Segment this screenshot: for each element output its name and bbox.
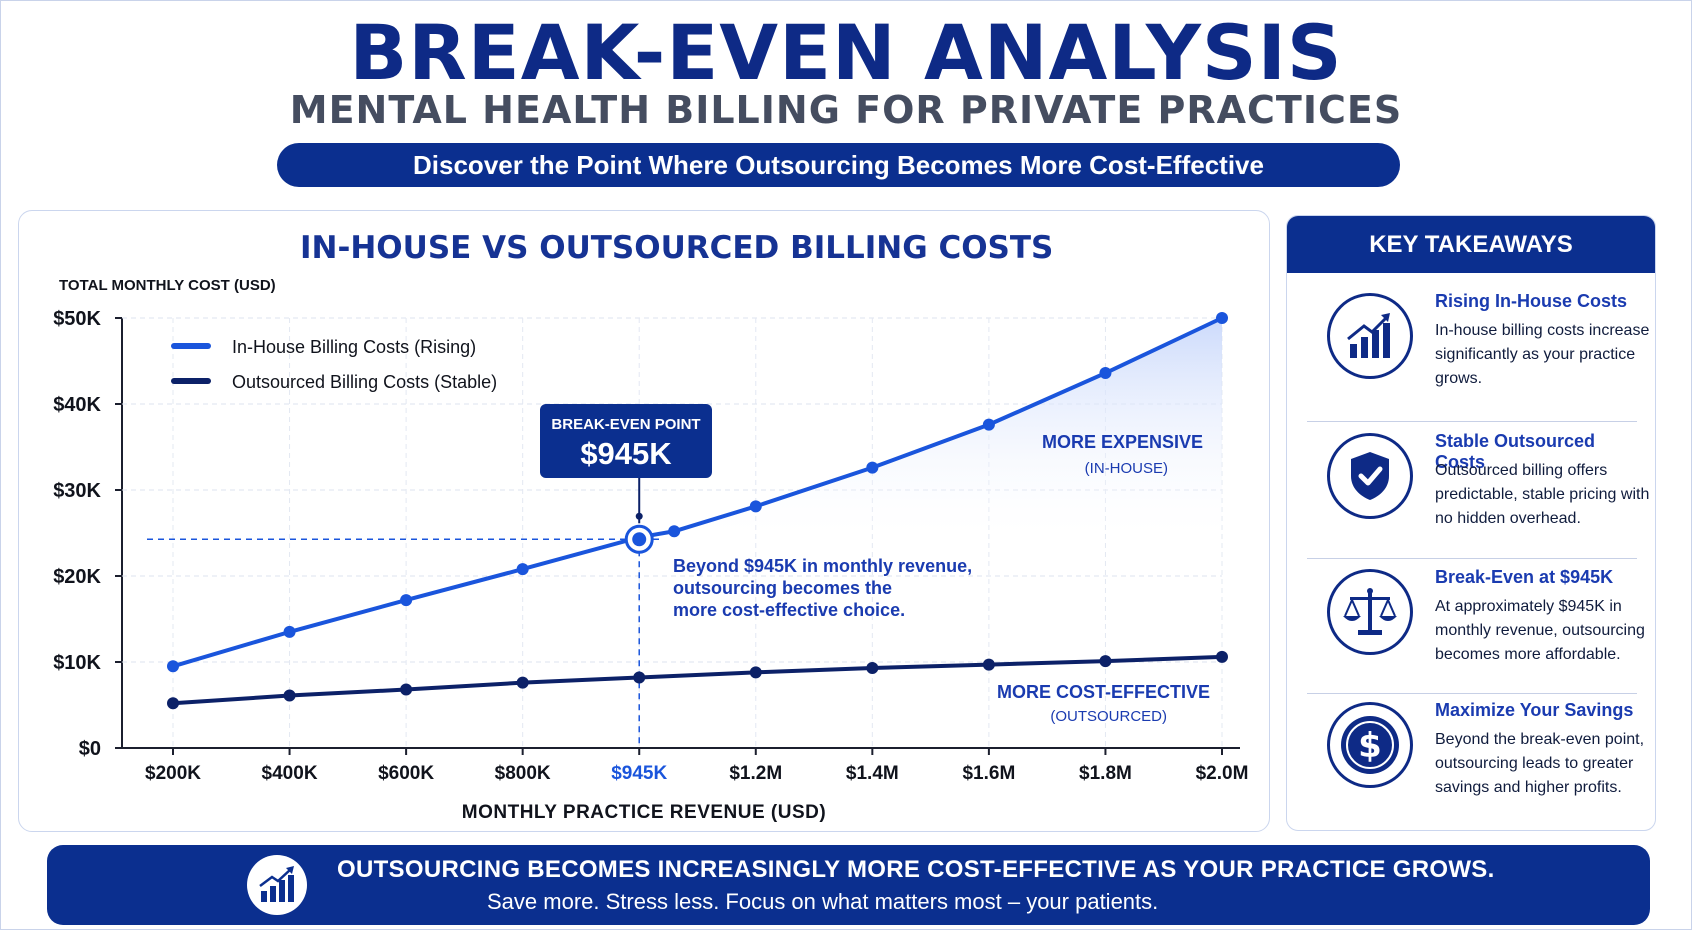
outsourced-point — [633, 671, 646, 684]
x-tick-label: $400K — [262, 763, 318, 784]
outsourced-point — [1099, 655, 1112, 668]
y-tick-label: $40K — [53, 394, 101, 416]
footer-headline: OUTSOURCING BECOMES INCREASINGLY MORE CO… — [337, 856, 1495, 883]
legend-label-outsourced: Outsourced Billing Costs (Stable) — [232, 372, 497, 392]
x-tick-label: $1.2M — [729, 763, 782, 784]
outsourced-point — [283, 689, 296, 702]
page-title: BREAK-EVEN ANALYSIS — [349, 8, 1343, 97]
in-house-point — [668, 525, 681, 538]
outsourced-point — [866, 662, 879, 675]
break-even-callout-box — [540, 404, 712, 478]
in-house-point — [866, 461, 879, 474]
x-tick-label: $1.4M — [846, 763, 899, 784]
outsourced-point — [400, 683, 413, 696]
page-subtitle: MENTAL HEALTH BILLING FOR PRIVATE PRACTI… — [289, 88, 1403, 132]
y-tick-label: $0 — [79, 738, 101, 760]
in-house-point — [749, 500, 762, 513]
in-house-point — [1216, 312, 1228, 324]
break-even-note: more cost-effective choice. — [673, 600, 905, 620]
more-expensive-label: MORE EXPENSIVE — [1042, 432, 1203, 452]
takeaway-body: Beyond the break-even point, outsourcing… — [1435, 731, 1645, 796]
y-tick-label: $50K — [53, 308, 101, 330]
outsourced-line — [172, 654, 1223, 706]
shield-check-icon — [1327, 433, 1413, 519]
takeaway-break-even: Break-Even at $945K At approximately $94… — [1307, 549, 1645, 687]
footer-banner: OUTSOURCING BECOMES INCREASINGLY MORE CO… — [47, 845, 1650, 925]
takeaway-body: In-house billing costs increase signific… — [1435, 322, 1650, 387]
divider — [1307, 693, 1637, 694]
break-even-note: Beyond $945K in monthly revenue, — [673, 556, 972, 576]
bar-chart-rising-icon — [1327, 293, 1413, 379]
divider — [1307, 558, 1637, 559]
legend-label-in-house: In-House Billing Costs (Rising) — [232, 337, 476, 357]
takeaway-body: At approximately $945K in monthly revenu… — [1435, 598, 1645, 663]
cost-effective-sublabel: (OUTSOURCED) — [1050, 708, 1167, 725]
x-tick-label-break-even: $945K — [611, 763, 667, 784]
y-tick-label: $30K — [53, 480, 101, 502]
in-house-point — [167, 660, 179, 673]
bar-chart-rising-icon — [247, 855, 307, 915]
x-tick-label: $1.8M — [1079, 763, 1132, 784]
tagline-banner: Discover the Point Where Outsourcing Bec… — [277, 143, 1400, 187]
in-house-point — [283, 625, 296, 638]
y-axis-title: TOTAL MONTHLY COST (USD) — [59, 277, 276, 294]
x-tick-label: $200K — [145, 763, 201, 784]
in-house-point — [982, 418, 995, 431]
dollar-coin-icon: $ — [1327, 702, 1413, 788]
chart-title: IN-HOUSE VS OUTSOURCED BILLING COSTS — [300, 230, 1054, 266]
break-even-callout-dot — [635, 512, 643, 520]
in-house-point — [1099, 367, 1112, 380]
break-even-marker-dot — [632, 532, 647, 547]
outsourced-point — [982, 658, 995, 671]
y-tick-label: $10K — [53, 652, 101, 674]
x-tick-label: $1.6M — [962, 763, 1015, 784]
svg-text:$: $ — [1358, 726, 1382, 766]
takeaway-body: Outsourced billing offers predictable, s… — [1435, 462, 1650, 527]
break-even-label: BREAK-EVEN POINT — [551, 416, 700, 433]
break-even-note: outsourcing becomes the — [673, 578, 892, 598]
savings-area — [639, 318, 1222, 538]
in-house-point — [400, 594, 413, 607]
divider — [1307, 421, 1637, 422]
outsourced-point — [167, 697, 179, 710]
takeaway-title: Rising In-House Costs — [1435, 291, 1628, 311]
y-tick-label: $20K — [53, 566, 101, 588]
cost-effective-label: MORE COST-EFFECTIVE — [997, 682, 1210, 702]
takeaway-rising-costs: Rising In-House Costs In-house billing c… — [1307, 273, 1649, 411]
x-tick-label: $800K — [495, 763, 551, 784]
balance-scale-icon — [1327, 569, 1413, 655]
key-takeaways-title: KEY TAKEAWAYS — [1287, 216, 1655, 273]
outsourced-point — [1216, 650, 1228, 663]
break-even-value: $945K — [580, 436, 672, 471]
takeaway-savings: $ Maximize Your Savings Beyond the break… — [1307, 682, 1644, 820]
in-house-point — [516, 563, 529, 576]
x-tick-label: $600K — [378, 763, 434, 784]
takeaway-title: Break-Even at $945K — [1435, 567, 1614, 587]
outsourced-point — [516, 676, 529, 689]
x-tick-label: $2.0M — [1196, 763, 1249, 784]
takeaway-title: Stable Outsourced Costs — [1435, 431, 1596, 472]
outsourced-point — [749, 666, 762, 679]
takeaway-title: Maximize Your Savings — [1435, 700, 1634, 720]
more-expensive-sublabel: (IN-HOUSE) — [1085, 460, 1168, 477]
takeaway-stable-costs: Stable Outsourced Costs Outsourced billi… — [1307, 413, 1649, 551]
x-axis-title: MONTHLY PRACTICE REVENUE (USD) — [462, 802, 826, 823]
key-takeaways-card: KEY TAKEAWAYS Rising In-House Costs In-h… — [1286, 215, 1656, 831]
footer-tagline: Save more. Stress less. Focus on what ma… — [487, 889, 1159, 914]
